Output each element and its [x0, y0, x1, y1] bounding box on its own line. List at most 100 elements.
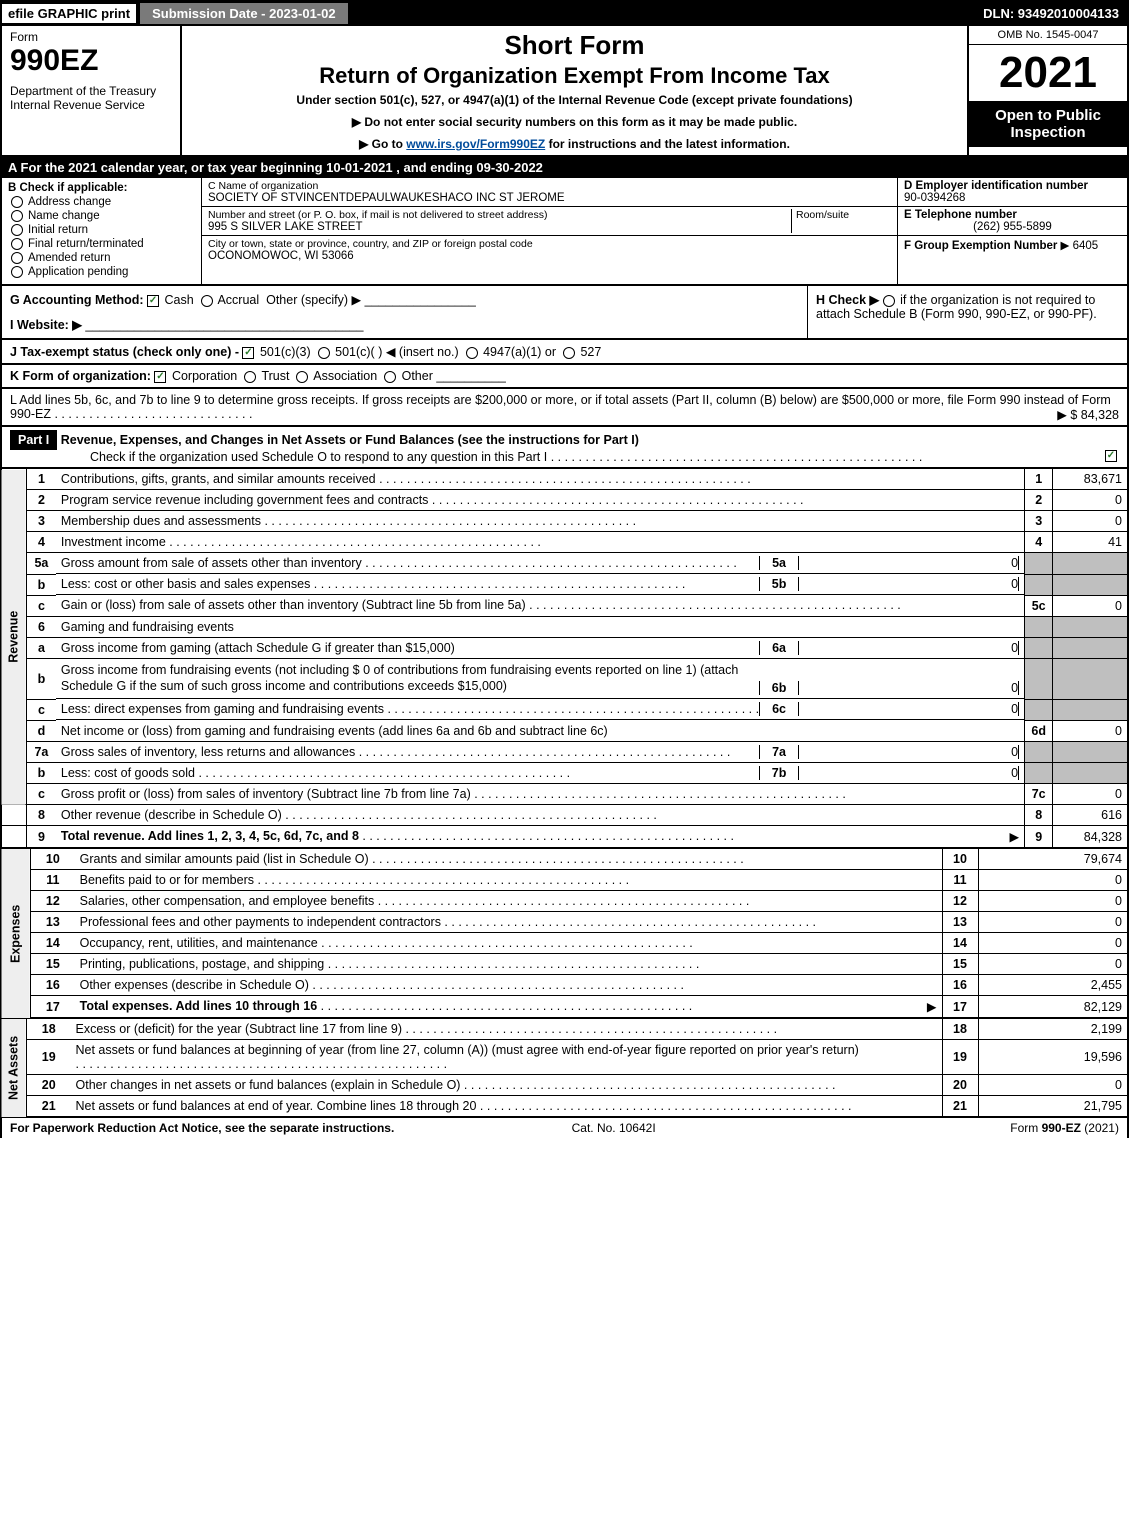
line-5b: bLess: cost or other basis and sales exp… — [1, 574, 1128, 595]
line-13: 13Professional fees and other payments t… — [1, 912, 1128, 933]
chk-application-pending[interactable]: Application pending — [8, 266, 195, 278]
footer-mid: Cat. No. 10642I — [572, 1121, 656, 1135]
line-5c: cGain or (loss) from sale of assets othe… — [1, 595, 1128, 616]
city-cell: City or town, state or province, country… — [202, 236, 897, 264]
line-7b: bLess: cost of goods sold7b0 — [1, 763, 1128, 784]
chk-4947[interactable] — [466, 347, 478, 359]
line-9: 9Total revenue. Add lines 1, 2, 3, 4, 5c… — [1, 826, 1128, 849]
line-2: 2Program service revenue including gover… — [1, 490, 1128, 511]
row-j: J Tax-exempt status (check only one) - 5… — [0, 340, 1129, 365]
org-name: SOCIETY OF STVINCENTDEPAULWAUKESHACO INC… — [208, 192, 891, 204]
line-6: 6Gaming and fundraising events — [1, 616, 1128, 637]
line-7c: cGross profit or (loss) from sales of in… — [1, 784, 1128, 805]
line-19: 19Net assets or fund balances at beginni… — [1, 1040, 1128, 1075]
line-18: Net Assets 18Excess or (deficit) for the… — [1, 1019, 1128, 1040]
line-4: 4Investment income441 — [1, 532, 1128, 553]
title-return: Return of Organization Exempt From Incom… — [192, 63, 957, 89]
chk-trust[interactable] — [244, 371, 256, 383]
chk-527[interactable] — [563, 347, 575, 359]
chk-final-return[interactable]: Final return/terminated — [8, 238, 195, 250]
line-21: 21Net assets or fund balances at end of … — [1, 1096, 1128, 1118]
line-16: 16Other expenses (describe in Schedule O… — [1, 975, 1128, 996]
addr-label: Number and street (or P. O. box, if mail… — [208, 209, 791, 221]
department: Department of the Treasury Internal Reve… — [10, 84, 172, 112]
line-6b: bGross income from fundraising events (n… — [1, 659, 1128, 700]
line-3: 3Membership dues and assessments30 — [1, 511, 1128, 532]
part-i-title: Revenue, Expenses, and Changes in Net As… — [61, 433, 639, 447]
line-6a: aGross income from gaming (attach Schedu… — [1, 637, 1128, 659]
chk-accrual[interactable] — [201, 295, 213, 307]
e-label: E Telephone number — [904, 209, 1121, 221]
chk-h[interactable] — [883, 295, 895, 307]
efile-topbar: efile GRAPHIC print Submission Date - 20… — [0, 0, 1129, 26]
subtitle: Under section 501(c), 527, or 4947(a)(1)… — [192, 93, 957, 107]
row-g-h: G Accounting Method: Cash Accrual Other … — [0, 286, 1129, 340]
tax-year: 2021 — [969, 45, 1127, 101]
netassets-table: Net Assets 18Excess or (deficit) for the… — [0, 1019, 1129, 1118]
e-phone-cell: E Telephone number (262) 955-5899 — [898, 207, 1127, 236]
city-label: City or town, state or province, country… — [208, 238, 891, 250]
b-header: B Check if applicable: — [8, 182, 195, 194]
c-label: C Name of organization — [208, 180, 891, 192]
footer-left: For Paperwork Reduction Act Notice, see … — [10, 1121, 394, 1135]
submission-date: Submission Date - 2023-01-02 — [140, 3, 348, 24]
g-label: G Accounting Method: — [10, 293, 144, 307]
chk-other[interactable] — [384, 371, 396, 383]
row-l: L Add lines 5b, 6c, and 7b to line 9 to … — [0, 389, 1129, 427]
efile-label: efile GRAPHIC print — [2, 4, 136, 23]
h-check: H Check ▶ if the organization is not req… — [807, 286, 1127, 338]
addr-cell: Number and street (or P. O. box, if mail… — [202, 207, 897, 236]
ein: 90-0394268 — [904, 192, 1121, 204]
chk-address-change[interactable]: Address change — [8, 196, 195, 208]
section-b-block: B Check if applicable: Address change Na… — [0, 178, 1129, 286]
chk-corp[interactable] — [154, 371, 166, 383]
g-accounting: G Accounting Method: Cash Accrual Other … — [2, 286, 807, 338]
line-7a: 7aGross sales of inventory, less returns… — [1, 741, 1128, 763]
form-number: 990EZ — [10, 44, 172, 78]
chk-initial-return[interactable]: Initial return — [8, 224, 195, 236]
row-k: K Form of organization: Corporation Trus… — [0, 365, 1129, 389]
note-goto-post: for instructions and the latest informat… — [545, 137, 790, 151]
h-label: H Check ▶ — [816, 293, 879, 307]
l-amount: ▶ $ 84,328 — [1057, 407, 1119, 422]
chk-cash[interactable] — [147, 295, 159, 307]
line-1: Revenue 1 Contributions, gifts, grants, … — [1, 469, 1128, 490]
note-goto: ▶ Go to www.irs.gov/Form990EZ for instru… — [192, 137, 957, 151]
form-header: Form 990EZ Department of the Treasury In… — [0, 26, 1129, 157]
street-address: 995 S SILVER LAKE STREET — [208, 221, 791, 233]
header-left: Form 990EZ Department of the Treasury In… — [2, 26, 182, 155]
revenue-tab: Revenue — [1, 469, 27, 805]
row-a-tax-year: A For the 2021 calendar year, or tax yea… — [0, 157, 1129, 178]
b-right-block: D Employer identification number 90-0394… — [897, 178, 1127, 284]
form-word: Form — [10, 30, 172, 44]
line-11: 11Benefits paid to or for members110 — [1, 870, 1128, 891]
line-17: 17Total expenses. Add lines 10 through 1… — [1, 996, 1128, 1019]
k-label: K Form of organization: — [10, 369, 151, 383]
i-website: I Website: ▶ — [10, 318, 82, 332]
line-12: 12Salaries, other compensation, and empl… — [1, 891, 1128, 912]
note-ssn: ▶ Do not enter social security numbers o… — [192, 115, 957, 129]
chk-schedule-o[interactable] — [1105, 450, 1117, 462]
header-mid: Short Form Return of Organization Exempt… — [182, 26, 967, 155]
group-exemption: ▶ 6405 — [1061, 240, 1099, 252]
expenses-table: Expenses 10Grants and similar amounts pa… — [0, 849, 1129, 1019]
part-i-header-row: Part I Revenue, Expenses, and Changes in… — [0, 427, 1129, 469]
chk-amended-return[interactable]: Amended return — [8, 252, 195, 264]
f-label: F Group Exemption Number — [904, 240, 1057, 252]
l-dots — [54, 407, 254, 421]
footer-right: Form 990-EZ (2021) — [1010, 1121, 1119, 1135]
line-8: 8Other revenue (describe in Schedule O)8… — [1, 805, 1128, 826]
chk-501c[interactable] — [318, 347, 330, 359]
b-mid-block: C Name of organization SOCIETY OF STVINC… — [202, 178, 897, 284]
part-i-label: Part I — [10, 430, 57, 450]
irs-link[interactable]: www.irs.gov/Form990EZ — [406, 137, 545, 151]
line-15: 15Printing, publications, postage, and s… — [1, 954, 1128, 975]
chk-501c3[interactable] — [242, 347, 254, 359]
b-check-applicable: B Check if applicable: Address change Na… — [2, 178, 202, 284]
chk-assoc[interactable] — [296, 371, 308, 383]
dln: DLN: 93492010004133 — [983, 6, 1127, 21]
f-group-cell: F Group Exemption Number ▶ 6405 — [898, 236, 1127, 254]
part-i-checkline: Check if the organization used Schedule … — [90, 450, 547, 464]
header-right: OMB No. 1545-0047 2021 Open to Public In… — [967, 26, 1127, 155]
chk-name-change[interactable]: Name change — [8, 210, 195, 222]
